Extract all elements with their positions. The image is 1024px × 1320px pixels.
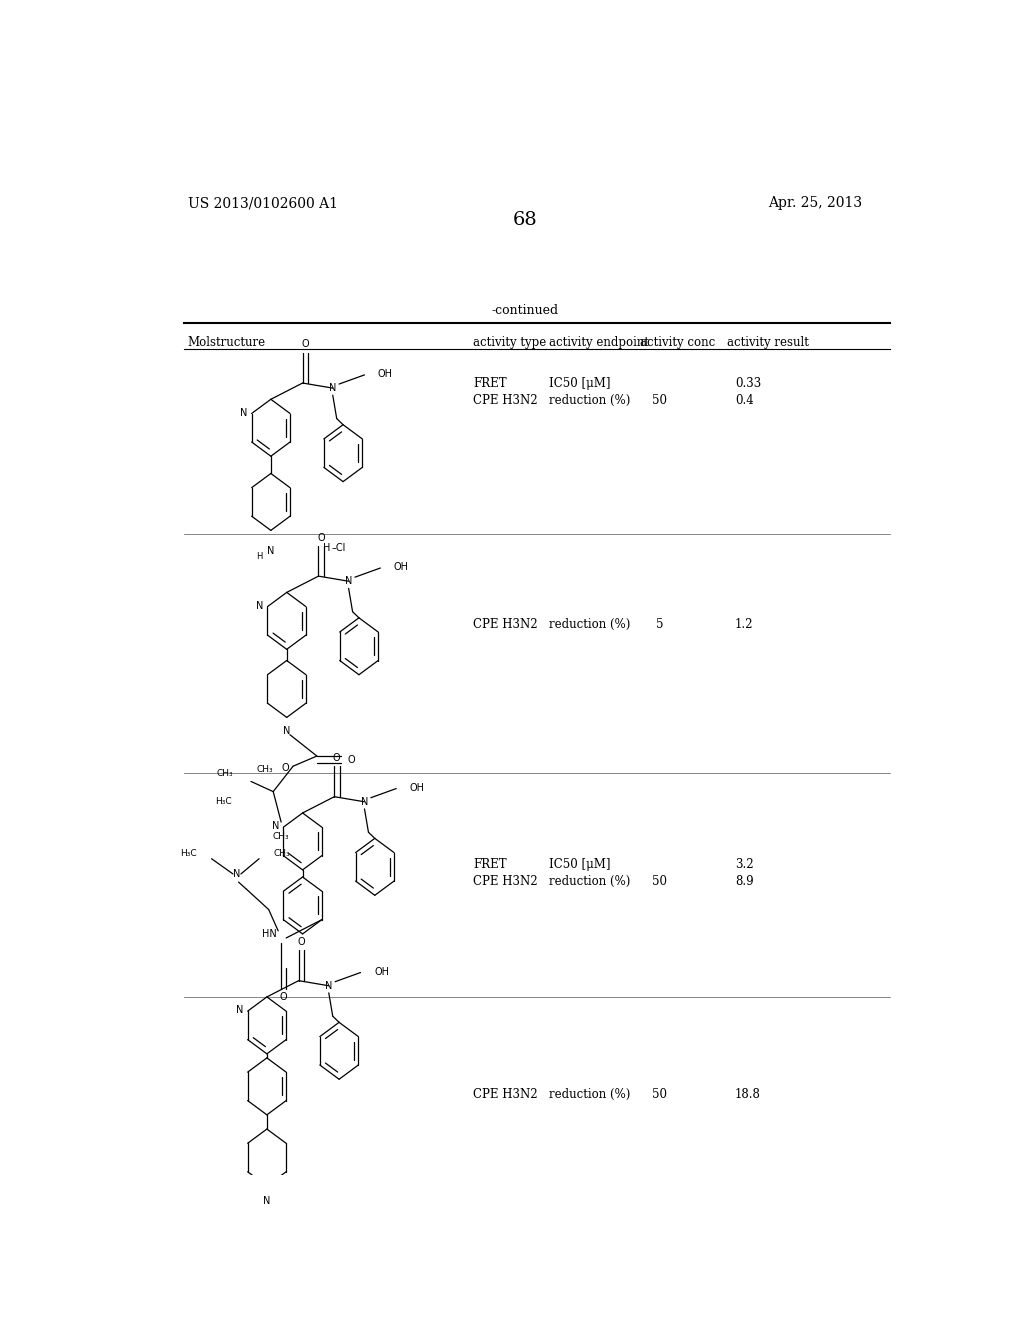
- Text: HN: HN: [262, 929, 276, 939]
- Text: N: N: [267, 545, 274, 556]
- Text: OH: OH: [374, 966, 389, 977]
- Text: IC50 [μM]: IC50 [μM]: [549, 378, 610, 389]
- Text: CH₃: CH₃: [257, 764, 273, 774]
- Text: activity type: activity type: [473, 335, 547, 348]
- Text: N: N: [325, 981, 333, 991]
- Text: 50: 50: [652, 395, 668, 407]
- Text: O: O: [282, 763, 289, 774]
- Text: 0.33: 0.33: [735, 378, 762, 389]
- Text: O: O: [348, 755, 355, 766]
- Text: reduction (%): reduction (%): [549, 618, 630, 631]
- Text: Molstructure: Molstructure: [187, 335, 265, 348]
- Text: IC50 [μM]: IC50 [μM]: [549, 858, 610, 871]
- Text: –Cl: –Cl: [332, 543, 346, 553]
- Text: 18.8: 18.8: [735, 1089, 761, 1101]
- Text: O: O: [297, 937, 305, 946]
- Text: N: N: [283, 726, 291, 735]
- Text: activity conc: activity conc: [640, 335, 715, 348]
- Text: H: H: [323, 543, 330, 553]
- Text: 50: 50: [652, 875, 668, 888]
- Text: N: N: [345, 577, 352, 586]
- Text: 0.4: 0.4: [735, 395, 754, 407]
- Text: O: O: [301, 339, 309, 350]
- Text: CPE H3N2: CPE H3N2: [473, 875, 538, 888]
- Text: CPE H3N2: CPE H3N2: [473, 395, 538, 407]
- Text: CH₃: CH₃: [273, 849, 290, 858]
- Text: N: N: [360, 797, 369, 807]
- Text: FRET: FRET: [473, 378, 507, 389]
- Text: N: N: [329, 383, 337, 393]
- Text: reduction (%): reduction (%): [549, 1089, 630, 1101]
- Text: 8.9: 8.9: [735, 875, 754, 888]
- Text: US 2013/0102600 A1: US 2013/0102600 A1: [187, 195, 338, 210]
- Text: -continued: -continued: [492, 304, 558, 317]
- Text: 1.2: 1.2: [735, 618, 754, 631]
- Text: N: N: [233, 869, 241, 879]
- Text: 3.2: 3.2: [735, 858, 754, 871]
- Text: O: O: [280, 991, 287, 1002]
- Text: CH₃: CH₃: [272, 832, 290, 841]
- Text: 5: 5: [656, 618, 664, 631]
- Text: activity result: activity result: [727, 335, 809, 348]
- Text: OH: OH: [378, 368, 393, 379]
- Text: N: N: [263, 1196, 270, 1206]
- Text: N: N: [236, 1005, 244, 1015]
- Text: reduction (%): reduction (%): [549, 395, 630, 407]
- Text: 68: 68: [512, 211, 538, 230]
- Text: H₃C: H₃C: [180, 849, 198, 858]
- Text: FRET: FRET: [473, 858, 507, 871]
- Text: activity endpoint: activity endpoint: [549, 335, 648, 348]
- Text: H₃C: H₃C: [215, 797, 232, 807]
- Text: reduction (%): reduction (%): [549, 875, 630, 888]
- Text: N: N: [240, 408, 248, 417]
- Text: O: O: [317, 532, 325, 543]
- Text: CH₃: CH₃: [217, 768, 233, 777]
- Text: N: N: [256, 601, 263, 611]
- Text: N: N: [271, 821, 280, 832]
- Text: H: H: [257, 552, 263, 561]
- Text: CPE H3N2: CPE H3N2: [473, 618, 538, 631]
- Text: OH: OH: [394, 562, 409, 572]
- Text: O: O: [333, 754, 341, 763]
- Text: 50: 50: [652, 1089, 668, 1101]
- Text: Apr. 25, 2013: Apr. 25, 2013: [768, 195, 862, 210]
- Text: CPE H3N2: CPE H3N2: [473, 1089, 538, 1101]
- Text: OH: OH: [410, 783, 425, 792]
